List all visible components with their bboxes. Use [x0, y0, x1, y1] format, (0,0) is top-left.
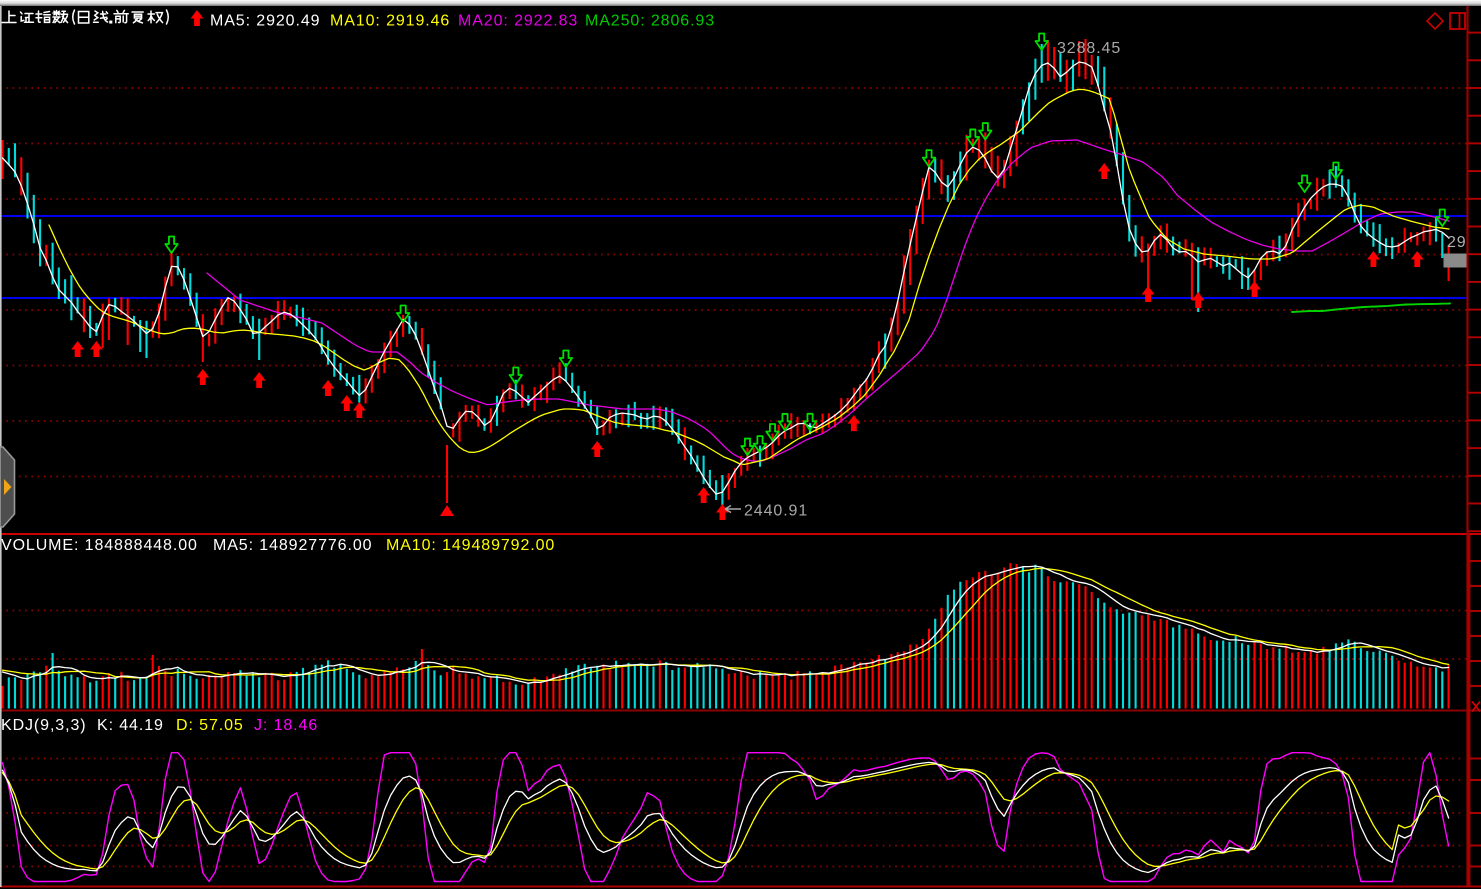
svg-text:VOLUME: 184888448.00: VOLUME: 184888448.00 — [1, 537, 198, 554]
svg-text:MA20: 2922.83: MA20: 2922.83 — [458, 13, 578, 30]
svg-text:MA250: 2806.93: MA250: 2806.93 — [585, 13, 715, 30]
svg-text:MA5: 148927776.00: MA5: 148927776.00 — [213, 537, 372, 554]
svg-text:MA10: 149489792.00: MA10: 149489792.00 — [386, 537, 555, 554]
svg-text:J: 18.46: J: 18.46 — [254, 717, 318, 734]
svg-text:KDJ(9,3,3): KDJ(9,3,3) — [1, 717, 86, 734]
svg-text:29: 29 — [1447, 234, 1467, 251]
svg-text:K: 44.19: K: 44.19 — [97, 717, 164, 734]
svg-text:3288.45: 3288.45 — [1057, 40, 1121, 57]
svg-text:D: 57.05: D: 57.05 — [176, 717, 244, 734]
svg-text:2440.91: 2440.91 — [744, 503, 808, 520]
svg-text:MA10: 2919.46: MA10: 2919.46 — [330, 13, 450, 30]
svg-text:MA5: 2920.49: MA5: 2920.49 — [210, 13, 320, 30]
